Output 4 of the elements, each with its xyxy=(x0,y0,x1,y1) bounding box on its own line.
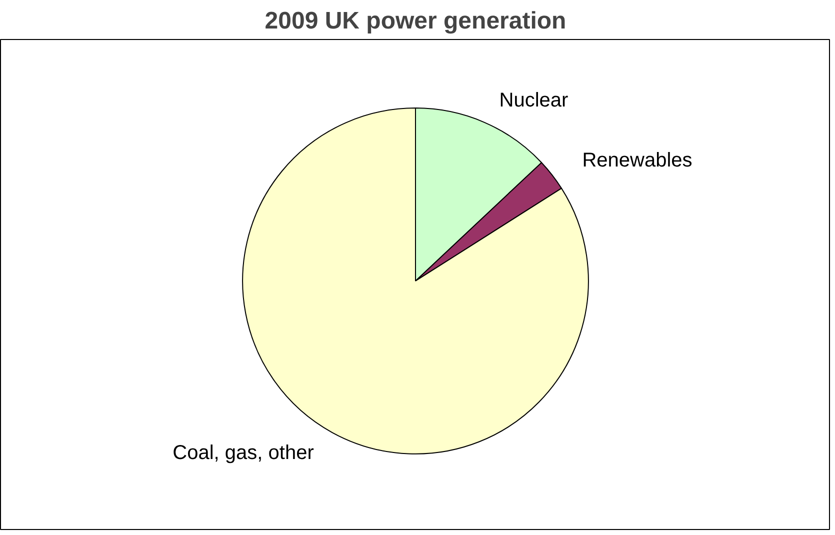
chart-title: 2009 UK power generation xyxy=(264,8,566,34)
slice-label: Coal, gas, other xyxy=(172,442,314,464)
slice-label: Nuclear xyxy=(499,90,569,112)
slice-label: Renewables xyxy=(582,150,692,172)
